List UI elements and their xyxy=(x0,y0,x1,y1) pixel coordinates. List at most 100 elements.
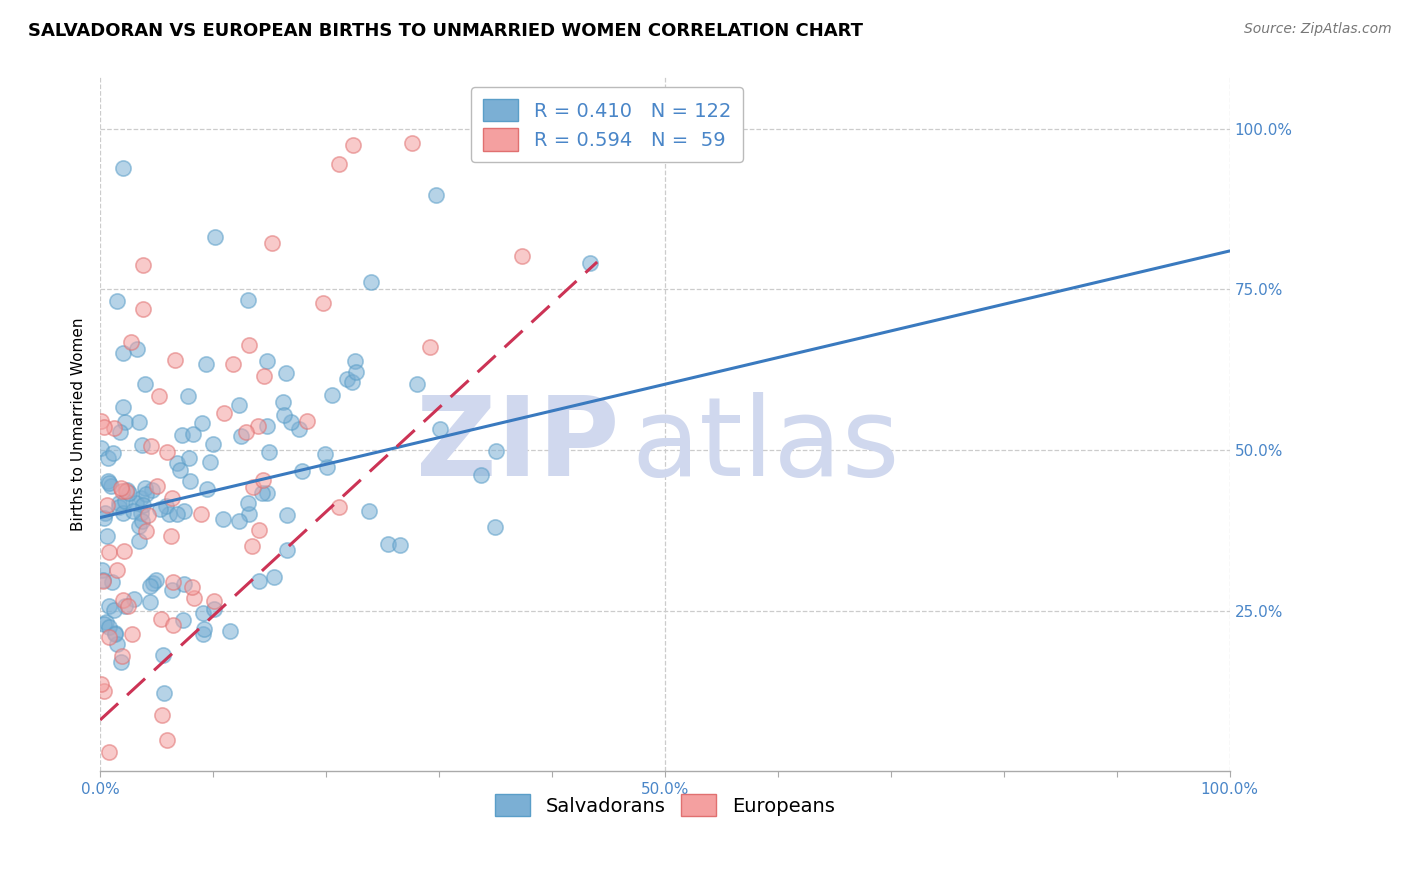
Point xyxy=(360,275,382,289)
Point xyxy=(97,474,120,488)
Point xyxy=(128,518,150,533)
Point xyxy=(104,625,127,640)
Point xyxy=(132,259,155,273)
Point xyxy=(114,494,136,508)
Point xyxy=(112,161,135,176)
Point xyxy=(247,574,270,588)
Point xyxy=(231,428,253,442)
Point xyxy=(114,415,136,429)
Point xyxy=(115,483,138,497)
Text: atlas: atlas xyxy=(631,392,900,499)
Point xyxy=(122,591,145,606)
Point xyxy=(118,486,141,500)
Point xyxy=(242,480,264,494)
Point xyxy=(273,408,295,422)
Point xyxy=(114,599,136,613)
Point xyxy=(295,413,318,427)
Point xyxy=(98,745,121,759)
Point xyxy=(162,618,184,632)
Point xyxy=(141,483,163,497)
Point xyxy=(112,543,135,558)
Point xyxy=(276,543,298,558)
Point xyxy=(157,507,180,521)
Point xyxy=(340,375,363,389)
Point xyxy=(129,491,152,505)
Point xyxy=(195,483,218,497)
Point xyxy=(256,419,278,434)
Point xyxy=(142,576,165,591)
Point xyxy=(120,334,142,349)
Point xyxy=(316,460,339,475)
Text: Source: ZipAtlas.com: Source: ZipAtlas.com xyxy=(1244,22,1392,37)
Point xyxy=(510,249,533,263)
Point xyxy=(238,338,260,352)
Point xyxy=(100,574,122,589)
Point xyxy=(484,520,506,534)
Point xyxy=(288,422,311,436)
Point xyxy=(343,353,366,368)
Point xyxy=(156,444,179,458)
Point xyxy=(150,708,173,723)
Point xyxy=(105,637,128,651)
Point xyxy=(105,563,128,577)
Point xyxy=(136,508,159,522)
Point xyxy=(134,481,156,495)
Point xyxy=(159,529,181,543)
Point xyxy=(246,419,269,434)
Point xyxy=(235,425,257,440)
Point xyxy=(172,613,194,627)
Point xyxy=(222,357,245,371)
Point xyxy=(191,606,214,620)
Point xyxy=(90,677,112,691)
Point xyxy=(263,570,285,584)
Point xyxy=(406,376,429,391)
Point xyxy=(103,421,125,435)
Point xyxy=(108,496,131,510)
Point xyxy=(181,580,204,594)
Point xyxy=(173,577,195,591)
Point xyxy=(96,451,118,466)
Point xyxy=(219,624,242,638)
Point xyxy=(190,507,212,521)
Point xyxy=(110,481,132,495)
Point xyxy=(312,295,335,310)
Point xyxy=(96,499,118,513)
Point xyxy=(98,545,121,559)
Point xyxy=(377,537,399,551)
Point xyxy=(139,578,162,592)
Point xyxy=(204,229,226,244)
Point xyxy=(342,138,364,153)
Point xyxy=(96,529,118,543)
Point xyxy=(98,631,121,645)
Point xyxy=(103,603,125,617)
Point xyxy=(256,354,278,368)
Point xyxy=(183,591,205,606)
Point xyxy=(101,446,124,460)
Point xyxy=(105,294,128,309)
Point xyxy=(256,486,278,500)
Point xyxy=(100,479,122,493)
Point xyxy=(146,479,169,493)
Point xyxy=(90,442,112,456)
Text: ZIP: ZIP xyxy=(416,392,620,499)
Point xyxy=(202,601,225,615)
Point xyxy=(228,398,250,412)
Point xyxy=(149,502,172,516)
Point xyxy=(250,486,273,500)
Point xyxy=(145,573,167,587)
Point xyxy=(108,425,131,439)
Point xyxy=(139,595,162,609)
Point xyxy=(252,473,274,487)
Point xyxy=(276,508,298,523)
Point xyxy=(291,464,314,478)
Point xyxy=(131,514,153,528)
Point xyxy=(153,686,176,700)
Point xyxy=(91,574,114,588)
Point xyxy=(190,416,212,430)
Point xyxy=(170,428,193,442)
Point xyxy=(177,451,200,466)
Point xyxy=(236,496,259,510)
Point xyxy=(93,616,115,631)
Point xyxy=(129,506,152,520)
Point xyxy=(125,495,148,509)
